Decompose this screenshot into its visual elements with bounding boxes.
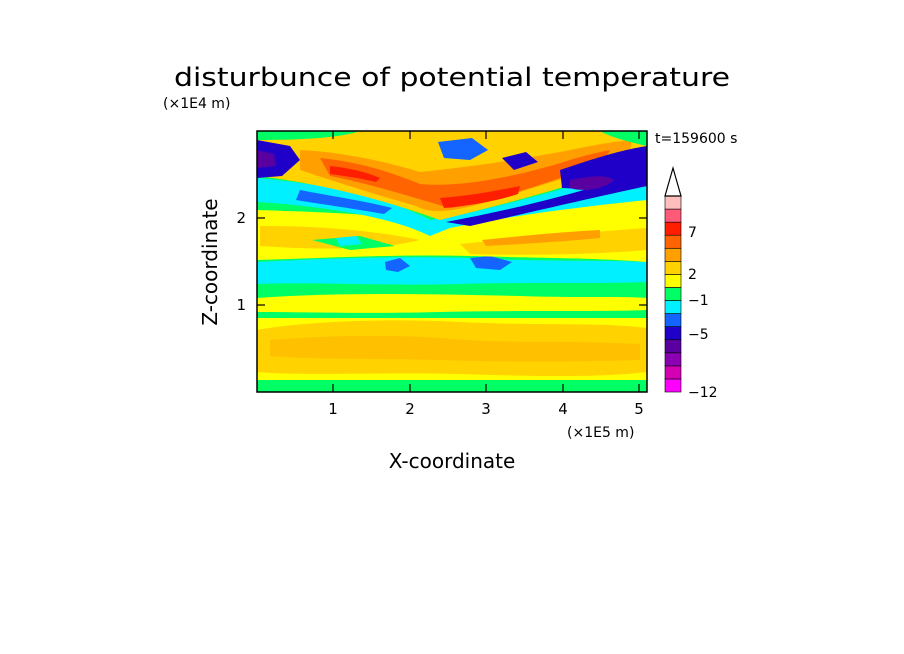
field-band-orange-top [300,140,632,212]
colorbar-label-7: 7 [688,225,697,241]
colorbar-segment [664,234,682,249]
field-band-blue-upper-right [446,172,647,226]
colorbar-segment [664,287,682,301]
colorbar-segment [664,195,682,210]
field-cold-patch-top-center [438,138,488,160]
y-axis-label: Z-coordinate [198,198,222,325]
colorbar-segment [664,352,682,367]
field-cold-cell-left [257,140,300,178]
y-axis-ticks [257,217,647,306]
field-cold-core-right [570,176,614,190]
colorbar-segment [664,300,682,314]
x-tick-label-5: 5 [634,400,644,418]
colorbar-extend-arrow [664,165,682,197]
field-band-red-core-1 [440,186,520,208]
y-tick-label-2: 2 [236,209,246,227]
x-axis-label: X-coordinate [389,449,516,473]
field-band-red-core-2 [330,166,380,182]
colorbar-label-minus5: −5 [688,327,709,343]
colorbar-segment [664,247,682,262]
contour-field [257,131,647,392]
field-cold-core-left [257,150,276,168]
colorbar-label-minus12: −12 [688,385,718,401]
field-band-green-floor [257,380,647,392]
field-band-orange-upper-right-core [482,230,600,246]
x-tick-label-3: 3 [481,400,491,418]
x-tick-label-2: 2 [405,400,415,418]
x-axis-ticks [332,131,640,392]
plot-frame [256,130,648,393]
chart-title: disturbunce of potential temperature [174,63,730,93]
colorbar [664,195,682,393]
x-tick-label-1: 1 [328,400,338,418]
colorbar-segment [664,221,682,236]
colorbar-segment [664,313,682,327]
time-label: t=159600 s [655,131,737,147]
colorbar-segment [664,326,682,341]
field-blue-patch-1 [385,258,410,272]
field-band-orange-low [257,320,647,376]
field-green-top-strip [257,131,360,140]
field-cyan-mid-patch [336,236,362,246]
colorbar-label-2: 2 [688,267,697,283]
colorbar-label-minus1: −1 [688,293,709,309]
field-green-top-right [600,131,647,146]
colorbar-segment [664,365,682,380]
colorbar-segment [664,339,682,354]
x-unit-label: (×1E5 m) [567,425,634,441]
colorbar-segment [664,261,682,275]
field-blue-patch-2 [470,256,512,270]
colorbar-segment [664,208,682,223]
field-cold-patch-top-right [502,152,538,170]
field-band-orange-low-core [270,335,640,362]
y-unit-label: (×1E4 m) [163,96,230,112]
field-band-blue-upper-left [296,190,392,214]
colorbar-segment [664,378,682,393]
y-tick-label-1: 1 [236,296,246,314]
colorbar-segment [664,274,682,288]
field-band-cyan [257,257,647,285]
field-band-yellow-mid [257,294,647,313]
x-tick-label-4: 4 [558,400,568,418]
